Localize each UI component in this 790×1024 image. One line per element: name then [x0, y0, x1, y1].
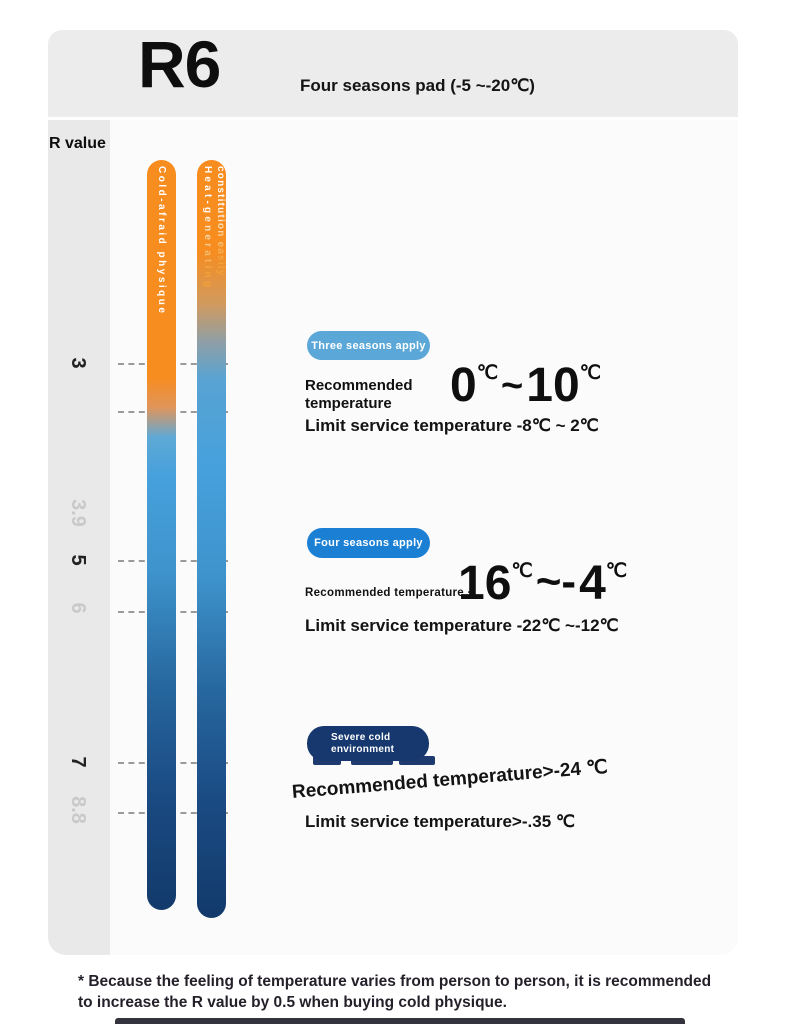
temp-unit: ℃: [476, 363, 499, 384]
axis-title: R value: [49, 135, 106, 152]
axis-tick-5: 5: [67, 554, 90, 566]
gradient-bar-cold-afraid: [147, 160, 176, 910]
bar-label-heat-generating: Heat-generating: [202, 166, 213, 291]
recommended-label-line2: temperature: [305, 394, 392, 412]
bottom-bar: [115, 1018, 685, 1024]
badge-severe-cold-text: Severe cold environment: [331, 732, 394, 756]
recommended-temp-value-2: 16℃~-4℃: [458, 556, 627, 611]
recommended-temp-value-1: 0℃~10℃: [450, 358, 601, 413]
axis-tick-7: 7: [67, 756, 90, 768]
recommended-temp-label-1: Recommended temperature: [305, 377, 413, 412]
product-subtitle: Four seasons pad (-5 ~-20℃): [300, 76, 535, 95]
footnote-line2: to increase the R value by 0.5 when buyi…: [78, 994, 507, 1011]
badge-three-seasons: Three seasons apply: [307, 331, 430, 360]
temp-unit: ℃: [511, 561, 533, 582]
temp-value: 10: [526, 359, 580, 412]
bar-label-constitution-easily: constitution easily: [215, 166, 226, 277]
footnote-line1: * Because the feeling of temperature var…: [78, 973, 712, 990]
temp-separator: ~: [501, 365, 524, 407]
recommended-label-line1: Recommended: [305, 377, 413, 394]
product-code: R6: [138, 27, 221, 101]
limit-temp-2: Limit service temperature -22℃ ~-12℃: [305, 616, 619, 635]
limit-temp-3: Limit service temperature>-.35 ℃: [305, 812, 575, 831]
temp-value: 16: [458, 557, 512, 610]
temp-value: 0: [450, 359, 477, 412]
footnote: * Because the feeling of temperature var…: [78, 971, 711, 1013]
gradient-bar-heat-generating: [197, 160, 226, 918]
axis-tick-3-9: 3.9: [67, 499, 90, 527]
badge-line2: environment: [331, 743, 395, 755]
limit-temp-1: Limit service temperature -8℃ ~ 2℃: [305, 416, 599, 435]
axis-tick-8-8: 8.8: [67, 796, 90, 824]
temp-unit: ℃: [605, 561, 628, 582]
temp-unit: ℃: [579, 363, 601, 384]
badge-four-seasons: Four seasons apply: [307, 528, 430, 558]
product-header: R6 Four seasons pad (-5 ~-20℃): [48, 27, 738, 117]
axis-tick-3: 3: [67, 357, 90, 369]
axis-strip: [48, 120, 110, 955]
recommended-temp-label-2: Recommended temperature ·: [305, 587, 472, 599]
decorative-mark: [399, 756, 435, 765]
badge-severe-cold: Severe cold environment: [307, 726, 429, 761]
temp-value: 4: [579, 557, 606, 610]
axis-tick-6: 6: [67, 602, 90, 614]
badge-line1: Severe cold: [331, 731, 391, 743]
bar-label-cold-afraid: Cold-afraid physique: [156, 166, 167, 316]
temp-separator: ~-: [535, 557, 577, 606]
